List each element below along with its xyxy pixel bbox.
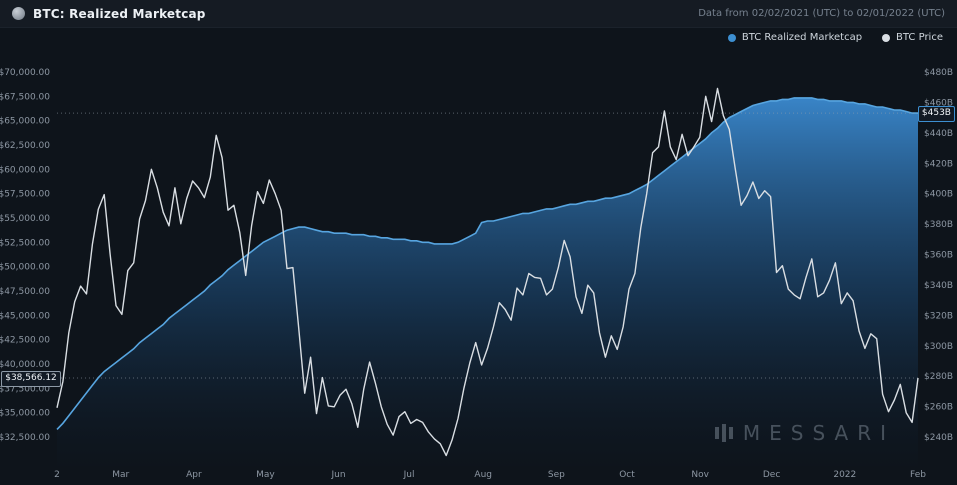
- btc-price-line: [56, 87, 919, 457]
- left-axis-tick: $60,000.00: [0, 165, 50, 175]
- x-axis-tick: Apr: [186, 470, 202, 480]
- realized-marketcap-dot-icon: [727, 33, 736, 42]
- left-axis-tick: $65,000.00: [0, 117, 50, 127]
- legend-item-btc-price[interactable]: BTC Price: [882, 32, 943, 43]
- x-axis-tick: Dec: [763, 470, 780, 480]
- date-range: Data from 02/02/2021 (UTC) to 02/01/2022…: [698, 8, 945, 19]
- x-axis-tick: Jul: [403, 470, 415, 480]
- x-axis-tick: Sep: [548, 470, 565, 480]
- left-axis-tick: $45,000.00: [0, 311, 50, 321]
- right-axis-tick: $400B: [924, 190, 953, 200]
- right-axis-tick: $460B: [924, 98, 953, 108]
- x-axis-tick: Mar: [112, 470, 129, 480]
- messari-wordmark: MESSARI: [742, 421, 895, 445]
- header: BTC: Realized Marketcap Data from 02/02/…: [0, 0, 957, 28]
- current-price-tag: $38,566.12: [1, 370, 61, 387]
- left-axis-tick: $52,500.00: [0, 238, 50, 248]
- left-axis-tick: $62,500.00: [0, 141, 50, 151]
- realized-marketcap-area: [57, 97, 918, 467]
- right-axis-tick: $240B: [924, 433, 953, 443]
- x-axis-tick: Oct: [619, 470, 635, 480]
- right-axis-tick: $280B: [924, 372, 953, 382]
- realized-marketcap-edge: [56, 97, 918, 430]
- asset-icon: [12, 7, 25, 20]
- left-axis-tick: $32,500.00: [0, 433, 50, 443]
- watermark: MESSARI: [714, 421, 895, 445]
- left-axis-tick: $55,000.00: [0, 214, 50, 224]
- x-axis-tick: 2022: [833, 470, 856, 480]
- left-axis-tick: $35,000.00: [0, 409, 50, 419]
- legend-label-btc-price: BTC Price: [896, 32, 943, 43]
- right-axis-tick: $480B: [924, 68, 953, 78]
- legend-item-realized-marketcap[interactable]: BTC Realized Marketcap: [727, 32, 863, 43]
- left-axis-tick: $37,500.00: [0, 384, 50, 394]
- left-axis-tick: $42,500.00: [0, 336, 50, 346]
- x-axis-tick: May: [256, 470, 275, 480]
- right-axis-tick: $340B: [924, 281, 953, 291]
- right-axis-tick: $360B: [924, 251, 953, 261]
- right-axis-tick: $320B: [924, 311, 953, 321]
- x-axis-tick: 2: [54, 470, 60, 480]
- messari-logo-icon: [714, 424, 733, 442]
- right-axis-tick: $420B: [924, 159, 953, 169]
- x-axis-tick: Aug: [474, 470, 492, 480]
- right-axis-tick: $380B: [924, 220, 953, 230]
- left-axis-tick: $57,500.00: [0, 190, 50, 200]
- right-axis-tick: $300B: [924, 342, 953, 352]
- left-axis-tick: $67,500.00: [0, 92, 50, 102]
- btc-price-dot-icon: [882, 33, 891, 42]
- left-axis-tick: $40,000.00: [0, 360, 50, 370]
- current-cap-tag: $453B: [917, 106, 955, 122]
- left-axis-tick: $70,000.00: [0, 68, 50, 78]
- legend-label-realized-marketcap: BTC Realized Marketcap: [741, 32, 863, 43]
- x-axis-tick: Nov: [691, 470, 709, 480]
- left-axis-tick: $47,500.00: [0, 287, 50, 297]
- right-axis-tick: $440B: [924, 129, 953, 139]
- right-axis-tick: $260B: [924, 403, 953, 413]
- x-axis-tick: Jun: [330, 470, 345, 480]
- left-axis-tick: $50,000.00: [0, 263, 50, 273]
- x-axis-tick: Feb: [910, 470, 926, 480]
- page-title: BTC: Realized Marketcap: [33, 6, 206, 21]
- legend: BTC Realized Marketcap BTC Price: [727, 32, 943, 43]
